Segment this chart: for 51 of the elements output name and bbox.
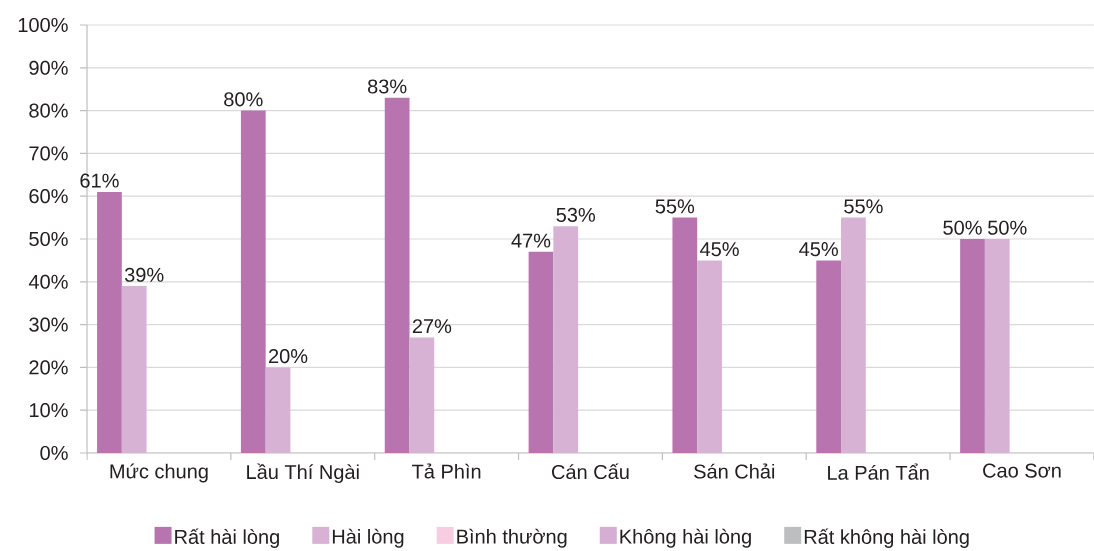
data-label: 55% xyxy=(655,199,695,214)
x-tick-label: Cao Sơn xyxy=(983,463,1061,478)
y-tick-label: 60% xyxy=(29,189,68,204)
legend-label: Bình thường xyxy=(457,528,567,548)
y-tick-label: 20% xyxy=(29,360,68,375)
y-tick-label: 30% xyxy=(29,317,68,332)
bar xyxy=(816,260,842,453)
bar xyxy=(265,367,291,453)
bar xyxy=(697,260,722,453)
data-label: 20% xyxy=(269,349,308,364)
data-label: 80% xyxy=(224,92,263,107)
y-tick-label: 90% xyxy=(29,60,68,75)
bar xyxy=(121,286,147,453)
y-tick-label: 40% xyxy=(28,274,68,289)
y-tick-label: 50% xyxy=(29,231,68,247)
x-tick-label: Lầu Thí Ngài xyxy=(247,463,359,484)
data-label: 61% xyxy=(80,173,119,188)
data-label: 47% xyxy=(511,233,551,248)
data-label: 27% xyxy=(412,319,452,334)
bar xyxy=(409,337,435,453)
data-label: 45% xyxy=(700,242,739,257)
data-label: 83% xyxy=(367,79,407,94)
legend-label: Không hài lòng xyxy=(620,528,751,548)
x-tick-label: La Pán Tẩn xyxy=(828,463,929,480)
legend-label: Rất hài lòng xyxy=(175,528,279,548)
y-tick-label: 10% xyxy=(29,403,68,418)
y-tick-label: 80% xyxy=(29,103,68,118)
data-label: 50% xyxy=(988,220,1027,235)
bar xyxy=(672,217,698,453)
x-tick-label: Mức chung xyxy=(110,463,208,483)
bar xyxy=(240,110,266,453)
data-label: 55% xyxy=(844,199,883,214)
legend-label: Hài lòng xyxy=(332,528,404,548)
bar xyxy=(984,238,1010,453)
y-tick-label: 70% xyxy=(29,146,68,161)
x-tick-label: Tả Phìn xyxy=(412,463,481,479)
bar xyxy=(97,191,122,453)
bar xyxy=(553,226,579,453)
y-tick-label: 0% xyxy=(40,445,68,461)
y-tick-label: 100% xyxy=(18,17,68,33)
bar xyxy=(841,217,866,453)
data-label: 39% xyxy=(124,267,164,282)
data-label: 53% xyxy=(556,207,596,222)
data-label: 45% xyxy=(799,242,838,257)
bar xyxy=(528,251,554,453)
legend-label: Rất không hài lòng xyxy=(804,528,969,548)
x-tick-label: Sán Chải xyxy=(694,463,775,479)
bar xyxy=(960,238,985,453)
bar xyxy=(384,97,410,453)
x-tick-label: Cán Cấu xyxy=(552,463,629,480)
data-label: 50% xyxy=(943,220,982,235)
